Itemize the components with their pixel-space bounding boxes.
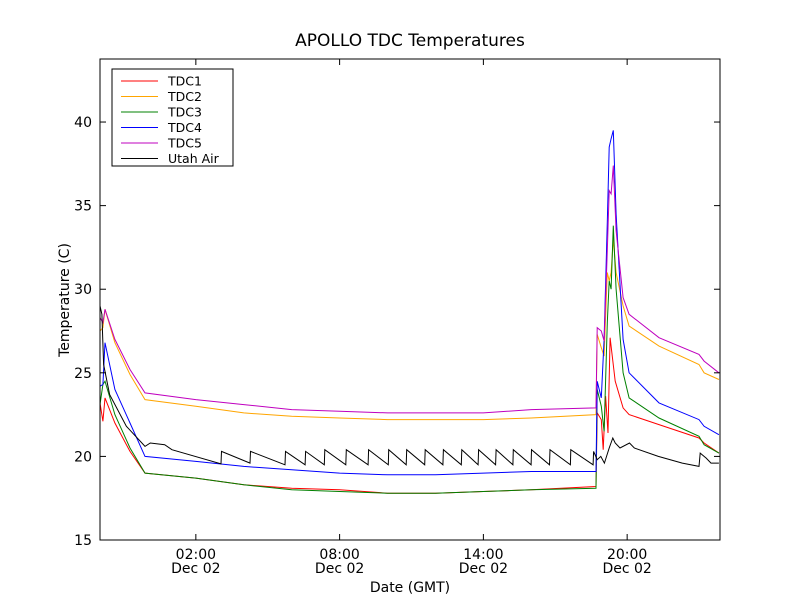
- y-axis: 15 20 25 30 35 40: [74, 115, 720, 549]
- legend-label: TDC4: [167, 120, 202, 135]
- legend-label: TDC2: [167, 89, 202, 104]
- series-line-tdc2: [99, 239, 720, 421]
- x-tick-label-date: Dec 02: [459, 561, 508, 577]
- y-tick-label: 40: [74, 115, 92, 131]
- plot-area: [99, 130, 720, 494]
- legend-box: [111, 68, 234, 167]
- axes-frame: [99, 58, 721, 541]
- x-axis-label: Date (GMT): [370, 580, 450, 596]
- series-line-utah-air: [99, 305, 719, 467]
- y-tick-label: 35: [74, 199, 92, 215]
- x-tick-label-date: Dec 02: [171, 561, 220, 577]
- x-tick-label-time: 08:00: [319, 547, 359, 563]
- legend-label: Utah Air: [168, 151, 220, 166]
- series-line-tdc5: [99, 165, 720, 414]
- y-axis-label: Temperature (C): [57, 243, 73, 358]
- legend-label: TDC5: [167, 136, 202, 151]
- x-tick-label-time: 14:00: [463, 547, 503, 563]
- y-tick-label: 20: [74, 449, 92, 465]
- x-tick-label-time: 02:00: [176, 547, 216, 563]
- chart-title: APOLLO TDC Temperatures: [295, 31, 525, 51]
- x-tick-label-date: Dec 02: [315, 561, 364, 577]
- y-tick-label: 15: [74, 533, 92, 549]
- legend-label: TDC3: [167, 105, 202, 120]
- series-line-tdc4: [99, 130, 720, 476]
- y-tick-label: 25: [74, 366, 92, 382]
- x-tick-label-date: Dec 02: [602, 561, 651, 577]
- legend-label: TDC1: [167, 74, 202, 89]
- series-line-tdc3: [99, 225, 720, 494]
- y-tick-label: 30: [74, 282, 92, 298]
- series-line-tdc1: [99, 337, 720, 494]
- x-tick-label-time: 20:00: [607, 547, 647, 563]
